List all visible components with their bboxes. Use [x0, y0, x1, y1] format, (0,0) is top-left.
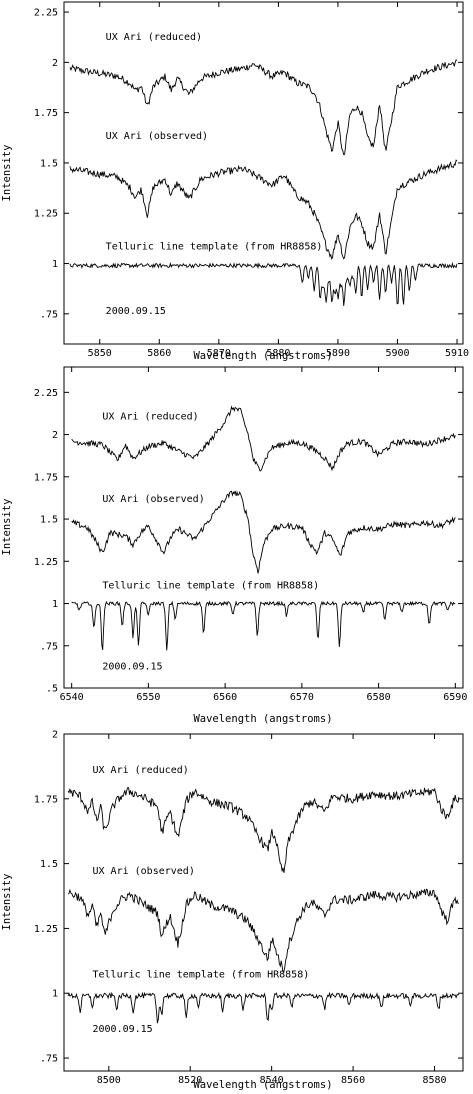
y-tick-label: 1.75: [34, 472, 58, 483]
x-ticks: 5850 5860 5870 5880 5890 5900 5910: [88, 2, 469, 359]
y-tick-label: 1.5: [40, 515, 58, 526]
x-tick-label: 6580: [367, 692, 391, 703]
y-axis-label: Intensity: [1, 874, 13, 931]
x-tick-label: 5870: [207, 348, 231, 359]
x-tick-label: 8520: [178, 1075, 202, 1086]
panel-1: 5850 5860 5870 5880 5890 5900 5910 .75 1 1.25 1.5…: [1, 1, 469, 362]
y-tick-label: .75: [40, 309, 58, 320]
x-tick-label: 6550: [136, 692, 160, 703]
annotation-date: 2000.09.15: [106, 306, 166, 317]
panel-3: 8500 8520 8540 8560 8580 .75 1 1.25 1.5 1.75 2 UX…: [1, 730, 464, 1091]
y-tick-label: 1.25: [34, 924, 58, 935]
annotation-reduced: UX Ari (reduced): [93, 765, 189, 776]
spectrum-observed: [71, 490, 456, 574]
x-tick-label: 8580: [422, 1075, 446, 1086]
series-layer: [71, 405, 456, 651]
x-axis-label: Wavelength (angstroms): [193, 1079, 332, 1091]
x-tick-label: 6590: [443, 692, 467, 703]
y-axis-label: Intensity: [1, 499, 13, 556]
spectrum-telluric: [71, 600, 456, 651]
y-tick-label: .75: [40, 641, 58, 652]
spectrum-reduced: [71, 405, 456, 472]
x-tick-label: 6570: [290, 692, 314, 703]
annotation-date: 2000.09.15: [102, 661, 162, 672]
y-tick-label: .5: [46, 684, 58, 695]
spectrum-reduced: [67, 787, 460, 873]
y-ticks: .5 .75 1 1.25 1.5 1.75 2 2.25: [34, 388, 463, 695]
x-tick-label: 8500: [97, 1075, 121, 1086]
y-tick-label: 1: [52, 599, 58, 610]
x-axis-label: Wavelength (angstroms): [193, 350, 332, 362]
y-tick-label: 1.75: [34, 794, 58, 805]
spectrum-telluric: [69, 261, 458, 306]
x-tick-label: 5850: [88, 348, 112, 359]
y-tick-label: 2: [52, 58, 58, 69]
annotation-observed: UX Ari (observed): [106, 131, 208, 142]
x-tick-label: 5860: [147, 348, 171, 359]
spectrum-observed: [69, 159, 458, 260]
plot-frame: [63, 1, 464, 345]
x-tick-label: 8560: [341, 1075, 365, 1086]
y-tick-label: 2.25: [34, 8, 58, 19]
x-tick-label: 8540: [260, 1075, 284, 1086]
y-tick-label: 1.25: [34, 557, 58, 568]
y-tick-label: .75: [40, 1054, 58, 1065]
y-tick-label: 1.25: [34, 209, 58, 220]
x-ticks: 6540 6550 6560 6570 6580 6590: [60, 367, 467, 703]
y-tick-label: 1.5: [40, 158, 58, 169]
x-axis-label: Wavelength (angstroms): [193, 713, 332, 725]
y-tick-label: 1.5: [40, 859, 58, 870]
annotation-observed: UX Ari (observed): [102, 494, 204, 505]
spectrum-reduced: [69, 59, 458, 156]
annotation-date: 2000.09.15: [93, 1024, 153, 1035]
y-tick-label: 1: [52, 259, 58, 270]
x-ticks: 8500 8520 8540 8560 8580: [97, 734, 447, 1086]
series-layer: [67, 787, 460, 1024]
annotation-reduced: UX Ari (reduced): [106, 32, 202, 43]
y-tick-label: 2: [52, 730, 58, 741]
spectrum-observed: [67, 888, 459, 973]
y-tick-label: 1: [52, 989, 58, 1000]
annotation-reduced: UX Ari (reduced): [102, 411, 198, 422]
y-ticks: .75 1 1.25 1.5 1.75 2: [34, 730, 463, 1065]
x-tick-label: 6540: [60, 692, 84, 703]
series-layer: [69, 59, 458, 306]
panel-2: 6540 6550 6560 6570 6580 6590 .5 .75 1 1.25 1.5 1.…: [1, 366, 467, 725]
x-tick-label: 6560: [213, 692, 237, 703]
annotation-observed: UX Ari (observed): [93, 866, 195, 877]
y-tick-label: 1.75: [34, 108, 58, 119]
y-axis-label: Intensity: [1, 145, 13, 202]
x-tick-label: 5910: [445, 348, 469, 359]
x-tick-label: 5880: [266, 348, 290, 359]
y-ticks: .75 1 1.25 1.5 1.75 2 2.25: [34, 8, 463, 320]
annotation-telluric: Telluric line template (from HR8858): [93, 970, 310, 981]
y-tick-label: 2.25: [34, 388, 58, 399]
annotation-telluric: Telluric line template (from HR8858): [102, 580, 319, 591]
spectrum-telluric: [67, 991, 460, 1024]
plot-frame: [63, 733, 464, 1072]
x-tick-label: 5890: [326, 348, 350, 359]
x-tick-label: 5900: [385, 348, 409, 359]
annotation-telluric: Telluric line template (from HR8858): [106, 241, 323, 252]
plot-frame: [63, 366, 464, 689]
y-tick-label: 2: [52, 430, 58, 441]
